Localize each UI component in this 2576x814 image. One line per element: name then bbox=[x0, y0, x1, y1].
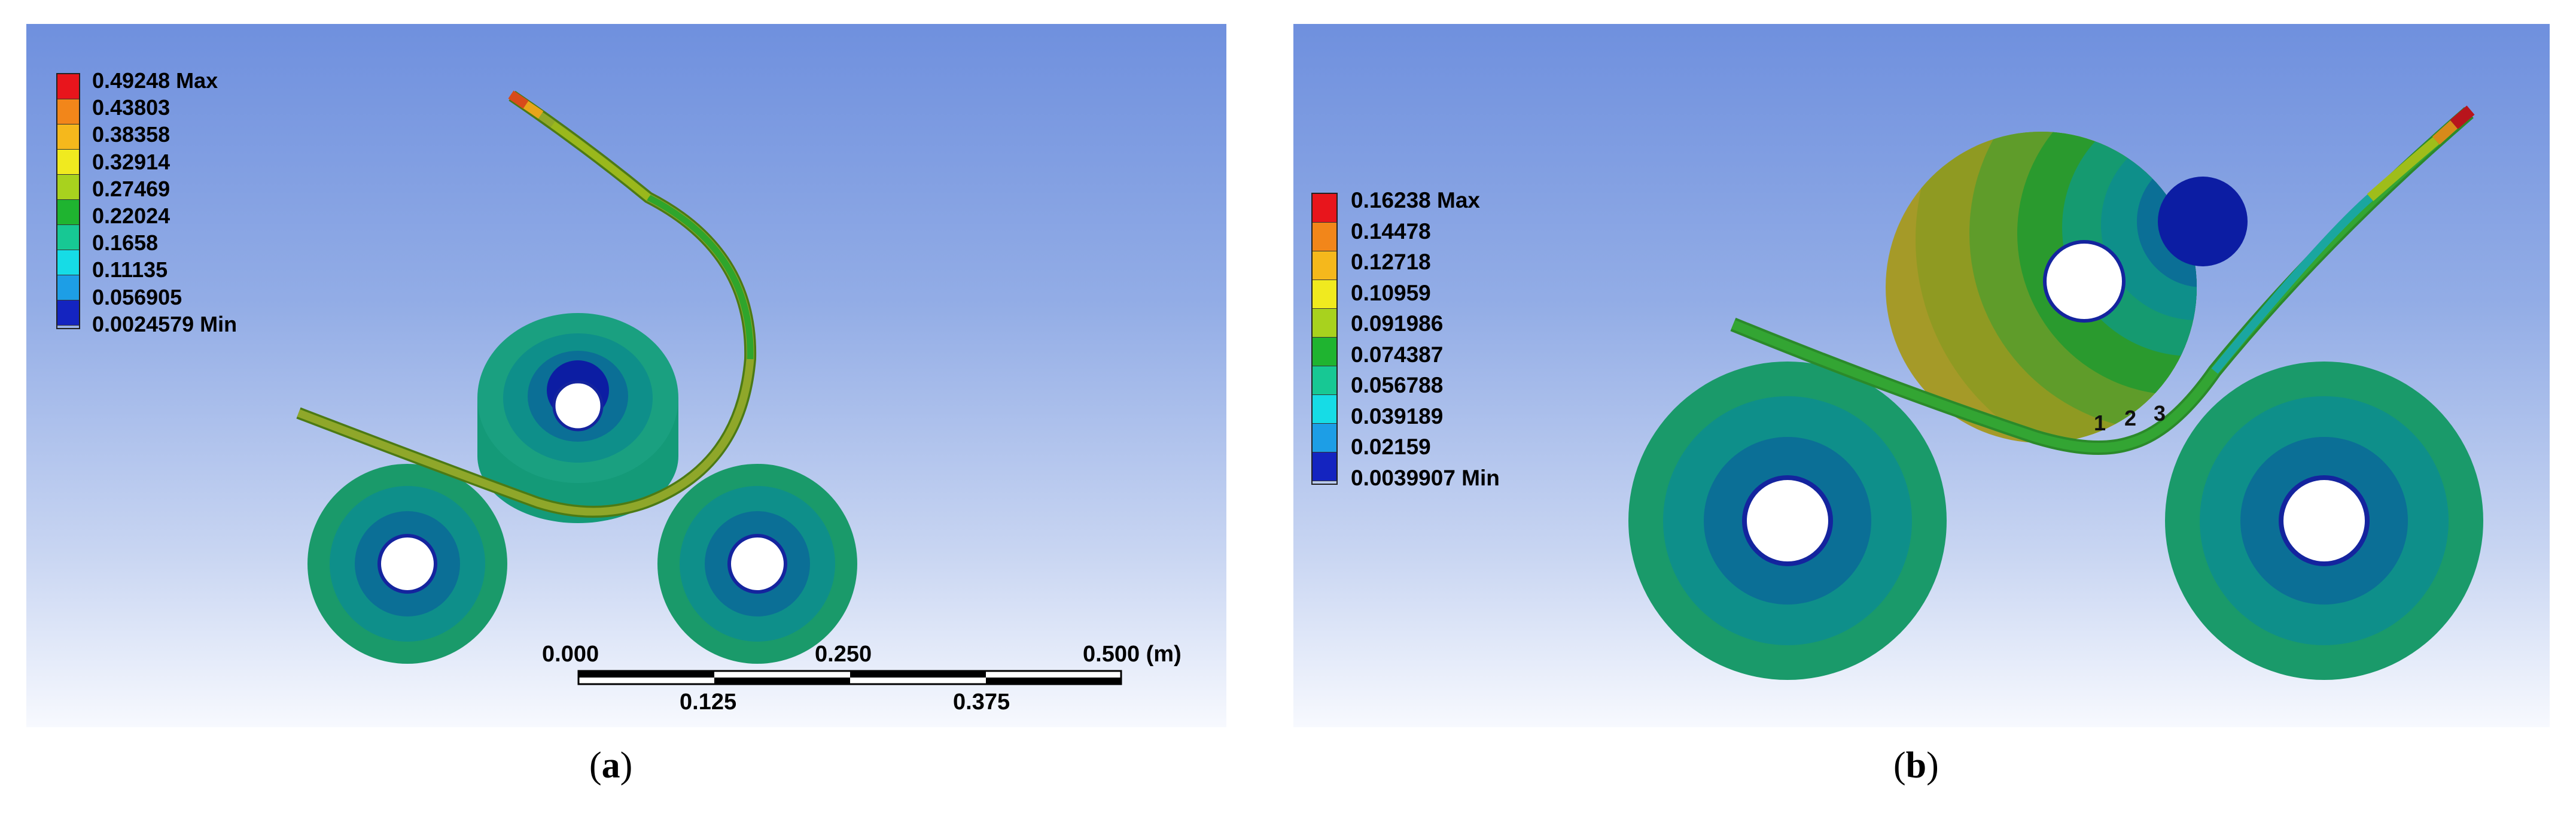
legend-swatch bbox=[57, 250, 79, 275]
roller-top bbox=[1886, 132, 2248, 443]
legend-swatch bbox=[1313, 194, 1336, 223]
roller-bottom-right bbox=[2165, 362, 2483, 680]
legend-label: 0.11135 bbox=[92, 257, 168, 283]
point-label-2: 2 bbox=[2124, 406, 2137, 430]
legend-swatch bbox=[1313, 395, 1336, 424]
legend-color-bar bbox=[1311, 193, 1338, 485]
scale-label-375: 0.375 bbox=[953, 690, 1010, 715]
bent-plate bbox=[1730, 105, 2475, 455]
scale-label-0: 0.000 bbox=[542, 642, 599, 667]
scale-label-500: 0.500 (m) bbox=[1083, 642, 1182, 667]
point-label-1: 1 bbox=[2094, 411, 2106, 435]
legend-label: 0.38358 bbox=[92, 122, 170, 147]
legend-label: 0.49248 Max bbox=[92, 68, 218, 93]
roller-bottom-left bbox=[1628, 362, 1947, 680]
legend-label: 0.32914 bbox=[92, 149, 170, 174]
scale-label-250: 0.250 bbox=[815, 642, 872, 667]
legend-label: 0.056788 bbox=[1351, 373, 1444, 397]
legend-label: 0.22024 bbox=[92, 204, 170, 228]
legend-label: 0.056905 bbox=[92, 284, 182, 309]
legend-label: 0.0039907 Min bbox=[1351, 465, 1500, 490]
legend-swatch bbox=[1313, 251, 1336, 280]
legend-swatch bbox=[57, 275, 79, 300]
legend-label: 0.0024579 Min bbox=[92, 311, 237, 336]
legend-label: 0.16238 Max bbox=[1351, 188, 1481, 212]
legend-swatch bbox=[57, 74, 79, 99]
legend-swatch bbox=[1313, 452, 1336, 481]
bent-plate bbox=[296, 90, 757, 518]
legend-swatch bbox=[57, 150, 79, 175]
legend-swatch bbox=[1313, 366, 1336, 395]
legend-swatch bbox=[1313, 338, 1336, 366]
legend-label: 0.10959 bbox=[1351, 280, 1431, 305]
roller-bottom-left bbox=[307, 464, 507, 664]
caption-b: (b) bbox=[1893, 745, 1939, 786]
legend-swatch bbox=[1313, 309, 1336, 338]
panel-a: 0.49248 Max 0.43803 0.38358 0.32914 0.27469 0… bbox=[26, 24, 1226, 727]
legend-label: 0.091986 bbox=[1351, 311, 1444, 336]
scale-bar bbox=[577, 670, 1122, 685]
point-label-3: 3 bbox=[2154, 401, 2166, 426]
legend-swatch bbox=[57, 225, 79, 250]
legend-label: 0.14478 bbox=[1351, 218, 1431, 244]
legend-label: 0.074387 bbox=[1351, 342, 1444, 367]
panel-a-model bbox=[296, 90, 1122, 685]
legend-swatch bbox=[1313, 280, 1336, 309]
legend-swatch bbox=[57, 175, 79, 200]
legend-swatch bbox=[57, 300, 79, 326]
legend-label: 0.43803 bbox=[92, 95, 170, 120]
legend-swatch bbox=[57, 99, 79, 124]
legend-label: 0.039189 bbox=[1351, 403, 1444, 429]
legend-label: 0.12718 bbox=[1351, 250, 1431, 274]
panel-b: 0.16238 Max 0.14478 0.12718 0.10959 0.091986… bbox=[1293, 24, 2550, 727]
legend-label: 0.1658 bbox=[92, 230, 159, 256]
legend-swatch bbox=[1313, 223, 1336, 251]
roller-top bbox=[477, 313, 678, 523]
legend-swatch bbox=[1313, 424, 1336, 452]
caption-a: (a) bbox=[589, 745, 633, 786]
legend-swatch bbox=[57, 124, 79, 150]
panel-b-model bbox=[1628, 105, 2483, 680]
scale-label-125: 0.125 bbox=[680, 690, 737, 715]
legend-label: 0.27469 bbox=[92, 176, 170, 201]
legend-color-bar bbox=[56, 73, 80, 329]
legend-swatch bbox=[57, 200, 79, 225]
roller-bottom-right bbox=[657, 464, 857, 664]
legend-label: 0.02159 bbox=[1351, 435, 1431, 459]
